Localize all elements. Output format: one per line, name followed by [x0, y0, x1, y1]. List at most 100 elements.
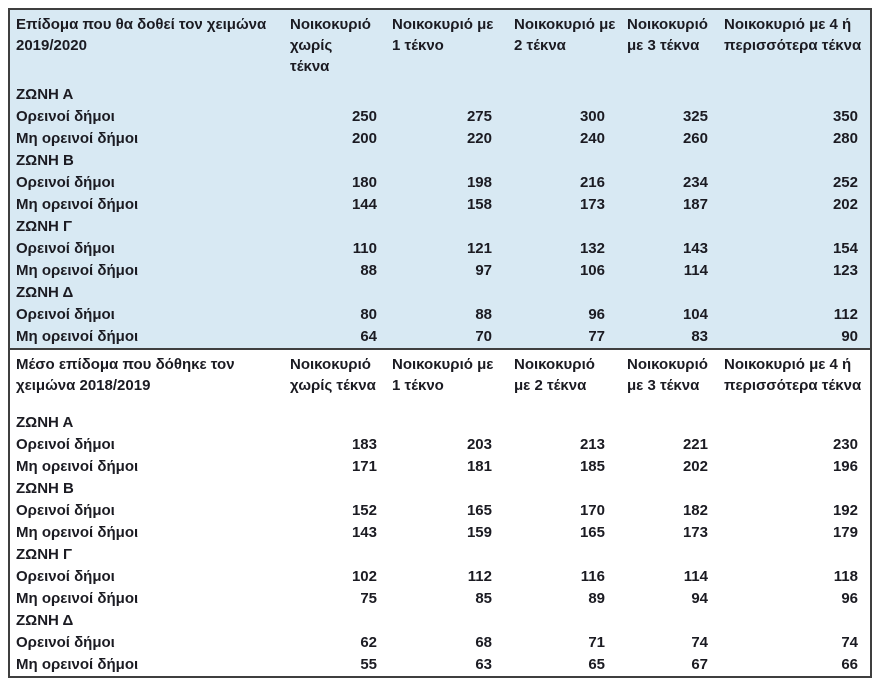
cell-value: 179	[832, 524, 858, 541]
cell-value	[290, 150, 392, 172]
cell-value: 64	[360, 328, 377, 345]
cell-value	[514, 84, 627, 106]
cell-value: 165	[466, 502, 492, 519]
row-label: ΖΩΝΗ Γ	[16, 218, 73, 235]
cell-value: 118	[833, 568, 858, 585]
cell-value	[724, 282, 870, 304]
cell-value: 116	[580, 568, 605, 585]
cell-value: 106	[579, 262, 605, 279]
cell-value	[392, 84, 514, 106]
table-row: Μη ορεινοί δήμοι 64 70 77 83 90	[10, 326, 870, 348]
column-header-no-children: Νοικοκυριό χωρίς τέκνα	[290, 356, 376, 394]
cell-value: 280	[832, 130, 858, 147]
cell-value	[627, 478, 724, 500]
cell-value: 152	[351, 502, 377, 519]
cell-value: 213	[579, 436, 605, 453]
table-row: ΖΩΝΗ Β	[10, 150, 870, 172]
cell-value: 325	[682, 108, 708, 125]
cell-value	[724, 150, 870, 172]
table-row: Ορεινοί δήμοι 62 68 71 74 74	[10, 632, 870, 654]
table-row: Ορεινοί δήμοι 180 198 216 234 252	[10, 172, 870, 194]
cell-value: 85	[475, 590, 492, 607]
cell-value: 67	[691, 656, 708, 673]
cell-value: 114	[683, 262, 708, 279]
cell-value	[290, 478, 392, 500]
cell-value: 114	[683, 568, 708, 585]
header-row: Μέσο επίδομα που δόθηκε τον χειμώνα 2018…	[10, 350, 870, 412]
cell-value	[724, 544, 870, 566]
table-row: ΖΩΝΗ Α	[10, 412, 870, 434]
cell-value: 83	[691, 328, 708, 345]
column-header-2-children: Νοικοκυριό με 2 τέκνα	[514, 356, 595, 394]
table-row: Ορεινοί δήμοι 80 88 96 104 112	[10, 304, 870, 326]
cell-value: 123	[832, 262, 858, 279]
header-row: Επίδομα που θα δοθεί τον χειμώνα 2019/20…	[10, 10, 870, 84]
section-winter-2018-2019: Μέσο επίδομα που δόθηκε τον χειμώνα 2018…	[10, 350, 870, 676]
table-row: Μη ορεινοί δήμοι 88 97 106 114 123	[10, 260, 870, 282]
table-row: ΖΩΝΗ Γ	[10, 544, 870, 566]
cell-value: 102	[351, 568, 377, 585]
cell-value	[627, 216, 724, 238]
section-winter-2019-2020: Επίδομα που θα δοθεί τον χειμώνα 2019/20…	[10, 10, 870, 350]
cell-value: 75	[360, 590, 377, 607]
table-row: Ορεινοί δήμοι 183 203 213 221 230	[10, 434, 870, 456]
row-label: Μη ορεινοί δήμοι	[16, 458, 139, 475]
cell-value: 154	[832, 240, 858, 257]
cell-value: 234	[682, 174, 708, 191]
row-label: Μη ορεινοί δήμοι	[16, 130, 139, 147]
cell-value: 250	[351, 108, 377, 125]
cell-value: 220	[466, 130, 492, 147]
cell-value: 71	[588, 634, 605, 651]
cell-value	[392, 610, 514, 632]
cell-value: 173	[579, 196, 605, 213]
column-header-4plus-children: Νοικοκυριό με 4 ή περισσότερα τέκνα	[724, 356, 862, 394]
row-label: Ορεινοί δήμοι	[16, 174, 115, 191]
table-row: Ορεινοί δήμοι 152 165 170 182 192	[10, 500, 870, 522]
row-label: Μη ορεινοί δήμοι	[16, 196, 139, 213]
table-row: Ορεινοί δήμοι 250 275 300 325 350	[10, 106, 870, 128]
row-label: Μη ορεινοί δήμοι	[16, 328, 139, 345]
cell-value: 200	[351, 130, 377, 147]
row-label: Μη ορεινοί δήμοι	[16, 656, 139, 673]
table-row: ΖΩΝΗ Δ	[10, 610, 870, 632]
cell-value: 185	[579, 458, 605, 475]
cell-value: 104	[682, 306, 708, 323]
cell-value: 88	[475, 306, 492, 323]
cell-value: 252	[832, 174, 858, 191]
row-label: Μη ορεινοί δήμοι	[16, 262, 139, 279]
table-row: Μη ορεινοί δήμοι 143 159 165 173 179	[10, 522, 870, 544]
cell-value: 74	[691, 634, 708, 651]
cell-value	[514, 544, 627, 566]
cell-value	[514, 216, 627, 238]
cell-value: 90	[841, 328, 858, 345]
cell-value	[514, 282, 627, 304]
cell-value: 143	[351, 524, 377, 541]
cell-value	[290, 84, 392, 106]
row-label: ΖΩΝΗ Β	[16, 152, 74, 169]
table-row: Μη ορεινοί δήμοι 75 85 89 94 96	[10, 588, 870, 610]
cell-value: 202	[832, 196, 858, 213]
cell-value: 121	[466, 240, 492, 257]
row-label: Ορεινοί δήμοι	[16, 502, 115, 519]
allowance-table: Επίδομα που θα δοθεί τον χειμώνα 2019/20…	[8, 8, 872, 678]
cell-value	[724, 478, 870, 500]
cell-value	[627, 150, 724, 172]
row-label: Ορεινοί δήμοι	[16, 436, 115, 453]
cell-value: 65	[588, 656, 605, 673]
row-label: ΖΩΝΗ Δ	[16, 284, 74, 301]
table-row: Μη ορεινοί δήμοι 144 158 173 187 202	[10, 194, 870, 216]
cell-value: 170	[579, 502, 605, 519]
table-row: Μη ορεινοί δήμοι 200 220 240 260 280	[10, 128, 870, 150]
cell-value: 62	[360, 634, 377, 651]
cell-value: 216	[579, 174, 605, 191]
column-header-4plus-children: Νοικοκυριό με 4 ή περισσότερα τέκνα	[724, 16, 862, 54]
column-header-3-children: Νοικοκυριό με 3 τέκνα	[627, 16, 708, 54]
cell-value: 159	[466, 524, 492, 541]
cell-value: 300	[579, 108, 605, 125]
cell-value	[514, 412, 627, 434]
cell-value: 202	[682, 458, 708, 475]
table-row: ΖΩΝΗ Α	[10, 84, 870, 106]
cell-value: 192	[832, 502, 858, 519]
cell-value: 173	[682, 524, 708, 541]
table-row: Ορεινοί δήμοι 110 121 132 143 154	[10, 238, 870, 260]
